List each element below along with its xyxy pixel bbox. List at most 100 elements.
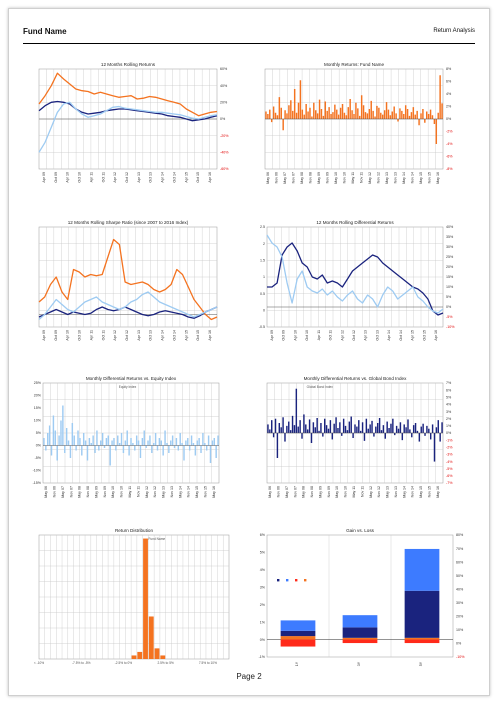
- x-tick-label: < -10%: [34, 661, 44, 665]
- x-tick-label: Oct 15: [422, 330, 426, 341]
- legend-label: Global Bond Index: [307, 385, 334, 389]
- bar: [276, 115, 279, 119]
- series-line-navy: [38, 306, 218, 319]
- y-tick-left: 25%: [34, 381, 42, 385]
- x-tick-label: Nov 15: [427, 486, 431, 497]
- x-tick-label: 2.5% to 5%: [158, 661, 174, 665]
- bar: [316, 418, 318, 433]
- x-tick-label: May 16: [436, 486, 440, 498]
- bar: [429, 433, 432, 440]
- bar: [130, 438, 132, 446]
- y-tick-left: 0.5: [260, 292, 265, 296]
- bar: [420, 426, 422, 433]
- bar: [351, 110, 353, 119]
- bar: [295, 112, 298, 119]
- bar: [156, 445, 159, 451]
- y-tick-left: 1%: [260, 620, 266, 624]
- y-tick-right: 0%: [220, 117, 226, 121]
- x-tick-label: Apr 11: [317, 330, 321, 340]
- bar: [276, 433, 279, 458]
- x-tick-label: Oct 11: [101, 330, 105, 340]
- bar: [149, 435, 151, 446]
- bar: [378, 418, 381, 433]
- bar: [56, 445, 58, 461]
- x-tick-label: Nov 13: [170, 486, 174, 497]
- stacked-bar-orange: [342, 637, 378, 640]
- bar: [414, 423, 417, 433]
- bar: [58, 435, 60, 446]
- bar: [420, 113, 422, 119]
- bar: [200, 445, 202, 453]
- bar: [339, 107, 342, 119]
- bar: [67, 440, 70, 446]
- bar: [408, 115, 411, 119]
- bar: [348, 421, 351, 433]
- x-tick-label: May 07: [61, 486, 65, 498]
- bar: [170, 440, 172, 446]
- rolling-sharpe-chart: 12 Months Rolling Sharpe Ratio (since 20…: [38, 220, 218, 341]
- chart-title: 12 Months Rolling Returns: [101, 62, 156, 67]
- x-tick-label: May 08: [78, 486, 82, 498]
- bar: [272, 433, 275, 438]
- bar: [196, 440, 198, 446]
- x-tick-label: Nov 08: [309, 172, 313, 183]
- bar: [137, 651, 143, 659]
- bar: [437, 420, 439, 433]
- bar: [211, 440, 214, 446]
- bar: [439, 75, 441, 119]
- bar: [272, 106, 275, 119]
- bar: [132, 443, 134, 446]
- bar: [128, 445, 130, 456]
- bar: [403, 424, 405, 433]
- bar: [435, 119, 438, 144]
- bar: [393, 106, 395, 119]
- x-tick-label: Apr 15: [411, 330, 415, 341]
- y-tick-left: -5%: [35, 456, 42, 460]
- x-tick-label: May 07: [283, 172, 287, 184]
- bar: [330, 114, 332, 119]
- bar: [310, 433, 313, 443]
- bar: [433, 119, 436, 124]
- x-tick-label: Nov 09: [326, 172, 330, 183]
- y-tick-left: -1%: [259, 655, 266, 659]
- y-tick-right: -10%: [446, 325, 455, 329]
- bar: [329, 420, 332, 433]
- x-tick-label: Apr 14: [161, 172, 165, 183]
- bar: [331, 433, 334, 440]
- x-tick-label: Nov 15: [427, 172, 431, 183]
- x-tick-label: Oct 11: [329, 330, 333, 340]
- bar: [274, 112, 277, 119]
- legend-marker: [277, 579, 280, 582]
- bar: [270, 119, 273, 123]
- y-tick-left: 5%: [260, 551, 266, 555]
- bar: [154, 648, 160, 659]
- x-tick-label: Oct 12: [352, 330, 356, 341]
- y-tick-right: 60%: [456, 560, 464, 564]
- x-tick-label: Apr 15: [184, 172, 188, 183]
- bar: [381, 114, 384, 119]
- x-tick-label: Apr 13: [364, 330, 368, 341]
- y-tick-left: 5%: [36, 431, 42, 435]
- bar: [390, 423, 392, 433]
- bar: [399, 108, 401, 119]
- bar: [48, 425, 51, 446]
- y-tick-right: -5%: [446, 315, 453, 319]
- monthly-diff-bond-chart: Monthly Differential Returns vs. Global …: [266, 376, 453, 498]
- bar: [311, 116, 313, 119]
- y-tick-left: 2%: [260, 603, 266, 607]
- bar: [324, 101, 327, 119]
- x-tick-label: May 09: [94, 486, 98, 498]
- bar: [209, 445, 212, 463]
- bar: [198, 438, 200, 446]
- bar: [188, 445, 191, 451]
- bar: [439, 433, 441, 442]
- y-tick-right: -7%: [446, 481, 453, 485]
- y-tick-right: 2%: [446, 417, 452, 421]
- y-tick-right: 15%: [446, 275, 454, 279]
- x-tick-label: Nov 06: [277, 486, 281, 497]
- x-tick-label: Oct 10: [78, 172, 82, 183]
- x-tick-label: 1Y: [295, 661, 299, 666]
- series-line-orange: [38, 72, 218, 117]
- bar: [77, 430, 79, 446]
- x-tick-label: Apr 16: [208, 330, 212, 341]
